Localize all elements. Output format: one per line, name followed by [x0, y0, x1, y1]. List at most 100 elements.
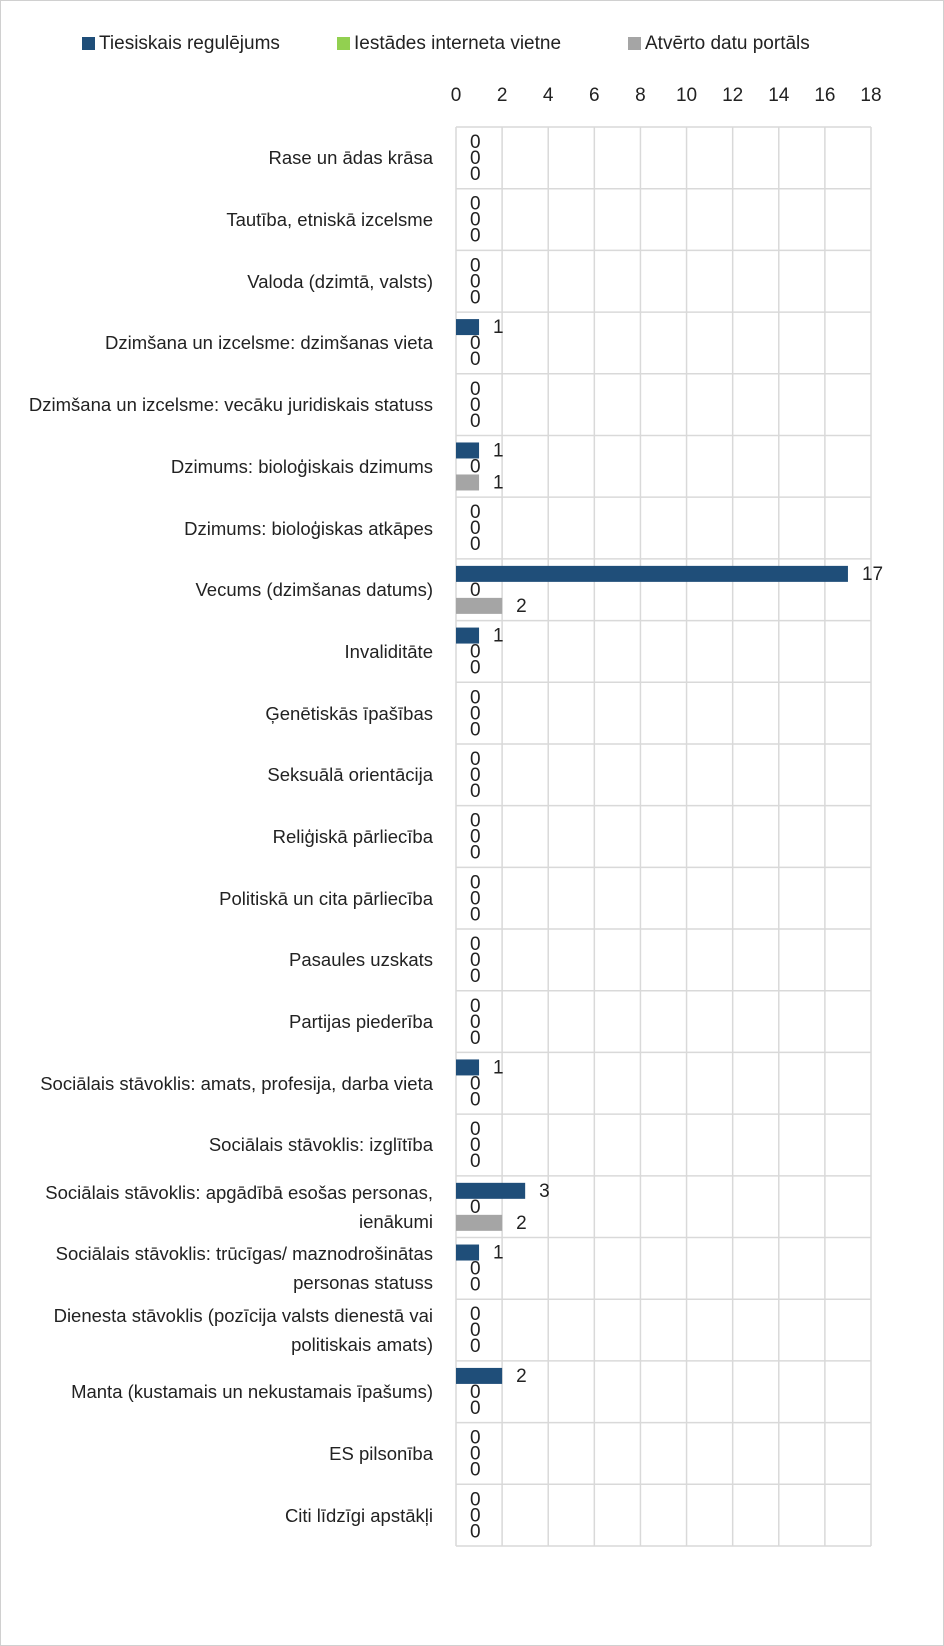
- x-tick-label: 12: [722, 85, 743, 106]
- data-label: 1: [493, 1243, 504, 1264]
- x-tick-label: 0: [451, 85, 462, 106]
- data-label: 0: [470, 703, 481, 724]
- data-label: 0: [470, 781, 481, 802]
- data-label: 0: [470, 1428, 481, 1449]
- data-label: 0: [470, 1275, 481, 1296]
- bar: [456, 442, 480, 459]
- data-label: 0: [470, 210, 481, 231]
- category-label: Ģenētiskās īpašības: [265, 702, 433, 724]
- legend-swatch: [628, 37, 641, 50]
- data-label: 0: [470, 687, 481, 708]
- data-label: 1: [493, 1057, 504, 1078]
- category-label: Seksuālā orientācija: [267, 764, 433, 786]
- x-tick-label: 16: [814, 85, 835, 106]
- legend-label: Atvērto datu portāls: [645, 33, 810, 54]
- data-label: 3: [539, 1181, 550, 1202]
- data-label: 2: [516, 1366, 527, 1387]
- category-label: Rase un ādas krāsa: [268, 147, 433, 169]
- category-label: Sociālais stāvoklis: trūcīgas/ maznodroš…: [55, 1243, 433, 1294]
- data-label: 0: [470, 287, 481, 308]
- x-tick-label: 6: [589, 85, 600, 106]
- data-label: 0: [470, 1382, 481, 1403]
- bar: [456, 1182, 526, 1199]
- data-label: 0: [470, 1089, 481, 1110]
- data-label: 0: [470, 1336, 481, 1357]
- data-label: 0: [470, 226, 481, 247]
- x-tick-label: 10: [676, 85, 697, 106]
- category-label: Politiskā un cita pārliecība: [219, 887, 433, 909]
- category-label: Sociālais stāvoklis: apgādībā esošas per…: [45, 1181, 433, 1232]
- data-label: 0: [470, 950, 481, 971]
- bar: [456, 474, 480, 491]
- bar: [456, 319, 480, 336]
- data-label: 0: [470, 765, 481, 786]
- category-label: Tautība, etniskā izcelsme: [226, 209, 433, 231]
- data-label: 0: [470, 395, 481, 416]
- category-label: Vecums (dzimšanas datums): [195, 579, 433, 601]
- bar: [456, 1059, 480, 1076]
- data-label: 0: [470, 1028, 481, 1049]
- data-label: 0: [470, 1197, 481, 1218]
- data-label: 0: [470, 271, 481, 292]
- data-label: 0: [470, 827, 481, 848]
- category-label: Manta (kustamais un nekustamais īpašums): [71, 1381, 433, 1403]
- data-label: 0: [470, 502, 481, 523]
- data-label: 0: [470, 1489, 481, 1510]
- data-label: 0: [470, 534, 481, 555]
- data-label: 0: [470, 749, 481, 770]
- bar: [456, 565, 848, 582]
- category-label: Dzimums: bioloģiskas atkāpes: [184, 517, 433, 539]
- data-label: 0: [470, 379, 481, 400]
- data-label: 0: [470, 148, 481, 169]
- category-label: Dienesta stāvoklis (pozīcija valsts dien…: [53, 1305, 433, 1356]
- data-label: 1: [493, 472, 504, 493]
- category-label: Pasaules uzskats: [289, 949, 433, 971]
- bar: [456, 597, 503, 614]
- data-label: 0: [470, 132, 481, 153]
- data-label: 0: [470, 642, 481, 663]
- legend-label: Iestādes interneta vietne: [354, 33, 561, 54]
- category-label: Citi līdzīgi apstākļi: [284, 1504, 433, 1526]
- data-label: 0: [470, 518, 481, 539]
- data-label: 0: [470, 872, 481, 893]
- data-label: 1: [493, 626, 504, 647]
- data-label: 0: [470, 811, 481, 832]
- data-label: 0: [470, 1505, 481, 1526]
- data-label: 0: [470, 1151, 481, 1172]
- legend-swatch: [82, 37, 95, 50]
- data-label: 0: [470, 255, 481, 276]
- data-label: 0: [470, 349, 481, 370]
- data-label: 1: [493, 440, 504, 461]
- data-label: 2: [516, 596, 527, 617]
- data-label: 0: [470, 194, 481, 215]
- data-label: 0: [470, 843, 481, 864]
- data-label: 2: [516, 1213, 527, 1234]
- data-label: 0: [470, 658, 481, 679]
- data-label: 0: [470, 1135, 481, 1156]
- category-label: Dzimums: bioloģiskais dzimums: [170, 455, 433, 477]
- data-label: 0: [470, 904, 481, 925]
- data-label: 0: [470, 719, 481, 740]
- data-label: 0: [470, 966, 481, 987]
- bar: [456, 1214, 503, 1231]
- x-tick-label: 4: [543, 85, 554, 106]
- data-label: 0: [470, 996, 481, 1017]
- data-label: 0: [470, 1444, 481, 1465]
- category-label: ES pilsonība: [329, 1442, 433, 1464]
- x-tick-label: 14: [768, 85, 790, 106]
- data-label: 0: [470, 1521, 481, 1542]
- data-label: 0: [470, 1304, 481, 1325]
- category-label: Partijas piederība: [289, 1011, 433, 1033]
- data-label: 0: [470, 1259, 481, 1280]
- data-label: 0: [470, 1398, 481, 1419]
- category-label: Invaliditāte: [344, 640, 433, 662]
- data-label: 0: [470, 1460, 481, 1481]
- legend-label: Tiesiskais regulējums: [99, 33, 280, 54]
- category-label: Sociālais stāvoklis: amats, profesija, d…: [40, 1072, 433, 1094]
- x-tick-label: 2: [497, 85, 508, 106]
- category-label: Reliģiskā pārliecība: [272, 825, 433, 847]
- category-label: Valoda (dzimtā, valsts): [247, 270, 433, 292]
- data-label: 0: [470, 1012, 481, 1033]
- legend-swatch: [337, 37, 350, 50]
